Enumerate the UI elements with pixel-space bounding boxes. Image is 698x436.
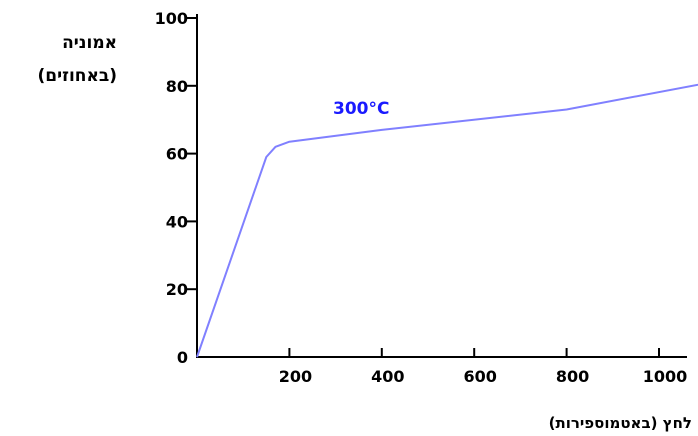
x-tick-label-800: 800 [556, 367, 589, 386]
series-label: 300°C [333, 99, 389, 119]
y-axis-title-line-1: אמוניה [62, 33, 117, 53]
y-axis-title-line-2: (באחוזים) [38, 66, 117, 86]
axes [196, 14, 687, 358]
y-tick-label-60: 60 [166, 145, 188, 164]
x-axis-title: לחץ (באטמוספירות) [549, 414, 692, 432]
x-tick-label-200: 200 [279, 367, 312, 386]
x-tick-label-400: 400 [371, 367, 404, 386]
y-tick-label-20: 20 [166, 280, 188, 299]
series [196, 83, 698, 358]
x-tick-label-1000: 1000 [643, 367, 688, 386]
y-tick-label-80: 80 [166, 77, 188, 96]
y-tick-label-100: 100 [155, 9, 188, 28]
ticks: 200 400 600 800 1000 0 20 40 60 80 100 [155, 9, 688, 386]
x-tick-label-600: 600 [463, 367, 496, 386]
y-tick-label-0: 0 [177, 348, 188, 367]
series-line-0 [196, 83, 698, 358]
y-tick-label-40: 40 [166, 212, 188, 231]
